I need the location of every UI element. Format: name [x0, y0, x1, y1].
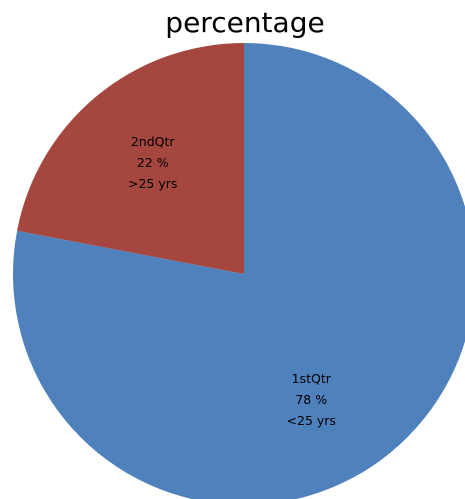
slice-group-label-1stqtr: <25 yrs — [287, 413, 336, 428]
pie-slice-2ndqtr — [17, 43, 244, 274]
slice-value-label-1stqtr: 78 % — [295, 392, 327, 407]
pie-slice-1stqtr — [13, 43, 465, 499]
slice-category-label-2ndqtr: 2ndQtr — [131, 134, 176, 149]
slice-value-label-2ndqtr: 22 % — [137, 155, 169, 170]
slice-category-label-1stqtr: 1stQtr — [292, 371, 332, 386]
chart-title: percentage — [165, 6, 325, 39]
slice-group-label-2ndqtr: >25 yrs — [128, 176, 177, 191]
